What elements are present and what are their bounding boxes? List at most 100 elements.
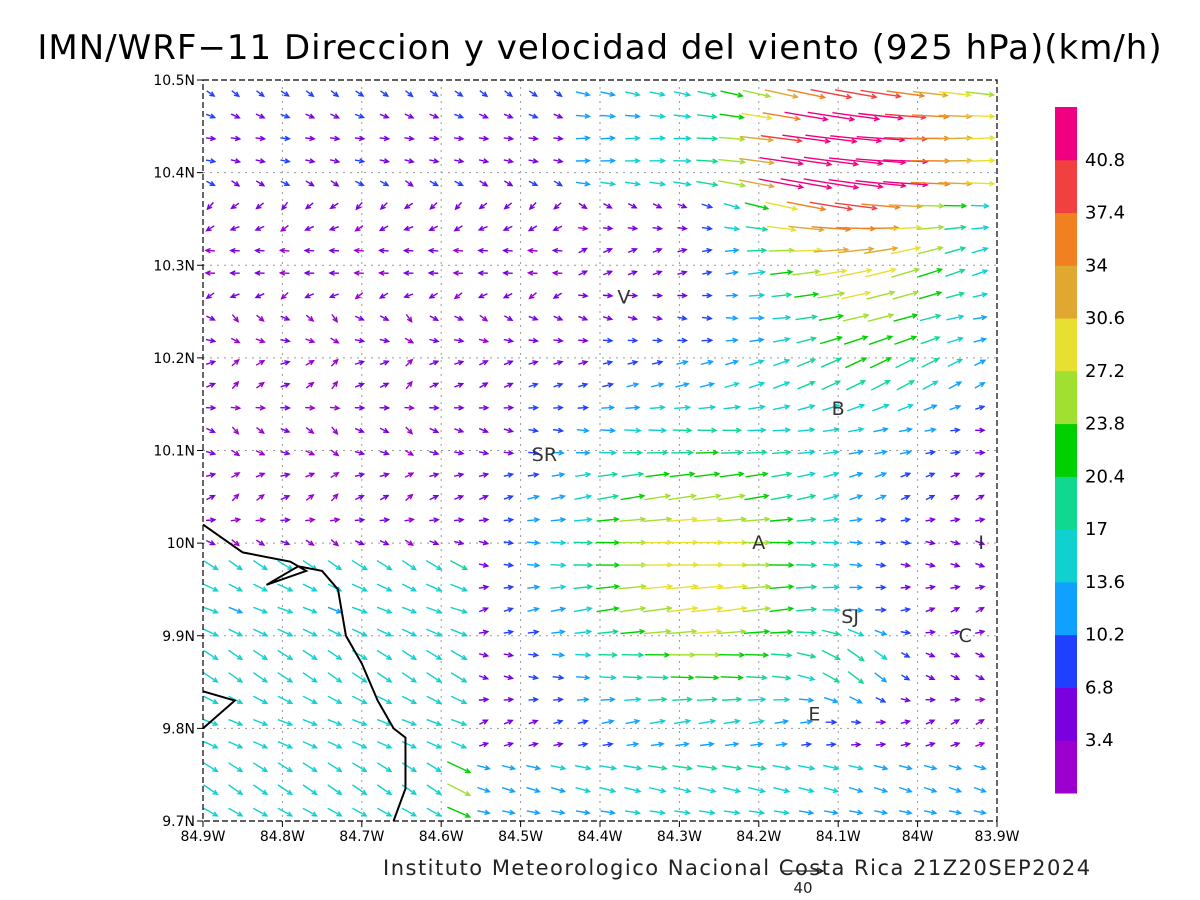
wind-arrow-shaft [768, 249, 794, 252]
wind-arrow [328, 270, 340, 276]
grid-lines [203, 80, 997, 821]
wind-arrow [578, 202, 588, 210]
wind-arrow-head [858, 426, 865, 433]
wind-arrow-shaft [900, 472, 911, 478]
wind-arrow-shaft [797, 428, 815, 432]
colorbar-label: 34 [1085, 255, 1108, 276]
wind-arrow-head [606, 247, 614, 254]
wind-arrow-head [988, 91, 996, 98]
plot-frame [202, 79, 998, 822]
wind-arrow [900, 674, 911, 681]
wind-arrow-shaft [721, 451, 742, 454]
wind-arrow [770, 269, 794, 276]
wind-arrow-head [333, 471, 340, 478]
wind-arrow-head [509, 809, 516, 816]
wind-arrow [354, 315, 365, 321]
x-tick-label: 84.2W [736, 829, 781, 845]
wind-arrow [647, 449, 669, 456]
wind-arrow-head [460, 698, 468, 704]
wind-arrow-shaft [889, 226, 921, 230]
wind-arrow-head [436, 654, 443, 661]
wind-arrow-shaft [849, 541, 862, 544]
wind-arrow-shaft [620, 495, 645, 501]
wind-arrow [696, 180, 719, 188]
wind-arrow-head [732, 270, 740, 276]
wind-arrow-head [258, 316, 265, 322]
wind-arrow-head [607, 337, 614, 344]
wind-arrow-head [303, 270, 311, 276]
wind-arrow-head [328, 225, 336, 231]
wind-arrow [575, 180, 591, 187]
wind-arrow-head [790, 226, 797, 233]
wind-arrow-head [286, 789, 294, 796]
wind-arrow-head [871, 93, 878, 100]
wind-arrow [401, 784, 418, 796]
wind-arrow-shaft [921, 358, 939, 368]
wind-arrow-head [333, 181, 340, 187]
wind-arrow-head [631, 292, 639, 299]
wind-arrow-shaft [253, 583, 268, 592]
wind-arrow-head [658, 741, 665, 748]
wind-arrow [719, 471, 745, 478]
wind-arrow-head [532, 719, 539, 725]
wind-arrow-shaft [820, 358, 841, 368]
wind-arrow [948, 786, 963, 793]
wind-arrow [620, 493, 646, 501]
wind-arrow-shaft [551, 653, 564, 656]
wind-arrow-shaft [944, 247, 965, 255]
wind-arrow [922, 380, 939, 390]
wind-arrow-shaft [527, 563, 539, 567]
wind-arrow-shaft [843, 336, 868, 345]
wind-arrow [503, 450, 515, 456]
wind-arrow [252, 695, 269, 705]
wind-arrow [677, 225, 688, 232]
wind-arrow [228, 628, 244, 637]
wind-arrow-shaft [649, 181, 665, 186]
wind-arrow [528, 201, 537, 211]
wind-arrow-head [784, 404, 791, 410]
wind-arrow [824, 809, 839, 816]
wind-arrow-head [881, 765, 889, 771]
wind-arrow-shaft [624, 181, 640, 186]
wind-arrow-head [461, 631, 468, 637]
wind-arrow [447, 783, 472, 797]
wind-arrow-shaft [823, 494, 839, 501]
wind-arrow-head [284, 337, 291, 344]
wind-arrow-head [308, 359, 315, 366]
wind-arrow [772, 449, 792, 456]
wind-arrow-shaft [252, 807, 268, 817]
wind-arrow [693, 493, 722, 501]
wind-arrow-shaft [971, 226, 988, 230]
wind-arrow-head [959, 246, 967, 252]
wind-arrow [796, 493, 817, 501]
wind-arrow-head [528, 293, 535, 300]
wind-arrow-head [284, 450, 291, 456]
wind-arrow-head [336, 811, 343, 817]
wind-arrow-shaft [277, 649, 293, 660]
wind-arrow-head [856, 471, 864, 478]
wind-arrow-head [526, 247, 534, 254]
credit-text: Instituto Meteorologico Nacional Costa R… [383, 856, 1092, 880]
wind-arrow-head [532, 382, 539, 388]
wind-arrow-shaft [858, 112, 903, 120]
wind-arrow-shaft [821, 629, 840, 636]
wind-arrow [971, 246, 990, 254]
wind-arrow [302, 649, 318, 661]
wind-arrow-head [212, 766, 219, 773]
wind-arrow [700, 359, 715, 366]
wind-arrow-head [833, 426, 841, 433]
y-tick-label: 10.4N [153, 166, 195, 182]
wind-arrow-head [904, 539, 912, 546]
wind-arrow [451, 740, 468, 749]
wind-arrow-head [635, 427, 642, 434]
wind-arrow-head [358, 427, 365, 433]
wind-arrow-head [810, 653, 817, 659]
wind-arrow [202, 559, 219, 571]
wind-arrow-head [457, 539, 465, 546]
wind-arrow-head [258, 181, 266, 187]
wind-arrow-shaft [575, 181, 590, 186]
wind-arrow-head [684, 809, 692, 816]
wind-arrow-head [332, 316, 339, 324]
wind-arrow [622, 449, 644, 456]
wind-arrow-head [763, 628, 771, 635]
